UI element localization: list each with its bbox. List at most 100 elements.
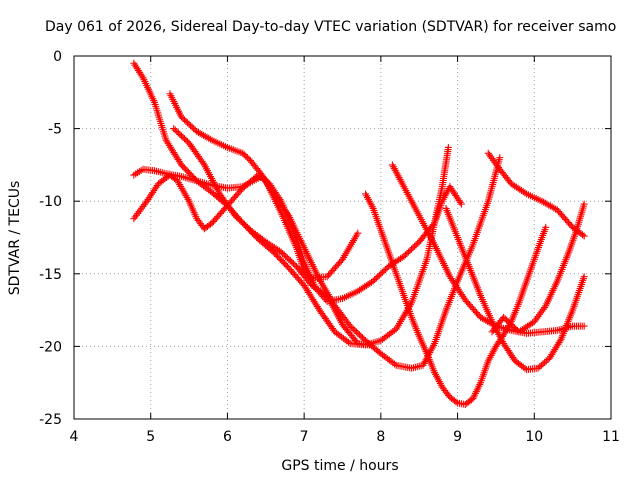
data-point (344, 338, 352, 346)
data-point (285, 255, 293, 263)
data-point (301, 283, 309, 291)
data-point (456, 198, 464, 206)
y-tick-label: 0 (53, 49, 62, 65)
data-point (534, 364, 542, 372)
data-point (406, 247, 414, 255)
series-track-10 (488, 200, 588, 336)
data-point (199, 159, 207, 167)
data-point (306, 273, 314, 281)
data-point (521, 189, 529, 197)
y-tick-label: -10 (39, 194, 62, 210)
data-point (163, 138, 171, 146)
data-point (289, 260, 297, 268)
data-point (535, 311, 543, 319)
data-point (409, 244, 417, 252)
data-marks (130, 59, 588, 408)
data-point (472, 388, 480, 396)
data-point (169, 147, 177, 155)
data-point (233, 213, 241, 221)
data-point (311, 299, 319, 307)
data-point (475, 382, 483, 390)
data-point (521, 364, 529, 372)
data-point (580, 322, 588, 330)
data-point (355, 331, 363, 339)
data-point (239, 219, 247, 227)
data-point (452, 398, 460, 406)
data-point (580, 273, 588, 281)
data-point (308, 294, 316, 302)
data-point (412, 241, 420, 249)
data-point (170, 149, 178, 157)
data-point (532, 316, 540, 324)
data-point (236, 216, 244, 224)
data-point (507, 321, 515, 329)
data-point (300, 281, 308, 289)
data-point (539, 305, 547, 313)
data-point (473, 386, 481, 394)
data-point (509, 322, 517, 330)
data-point (371, 276, 379, 284)
data-point (179, 133, 187, 141)
series-track-4 (166, 90, 504, 372)
data-point (400, 252, 408, 260)
data-point (184, 119, 192, 127)
y-tick-label: -20 (39, 339, 62, 355)
data-point (510, 324, 518, 332)
data-point (476, 380, 484, 388)
data-point (489, 156, 497, 164)
data-point (171, 126, 179, 134)
data-point (496, 154, 504, 162)
data-point (408, 245, 416, 253)
x-tick-label: 10 (525, 429, 543, 445)
data-point (234, 215, 242, 223)
data-point (166, 143, 174, 151)
data-point (536, 363, 544, 371)
data-point (534, 312, 542, 320)
data-point (305, 288, 313, 296)
x-tick-label: 4 (70, 429, 79, 445)
data-point (533, 314, 541, 322)
grid (74, 56, 611, 419)
data-point (182, 136, 190, 144)
data-point (185, 120, 193, 128)
x-tick-label: 5 (146, 429, 155, 445)
y-axis-label: SDTVAR / TECUs (7, 181, 23, 296)
data-point (348, 324, 356, 332)
series-track-7 (388, 161, 588, 337)
data-point (162, 136, 170, 144)
data-point (177, 132, 185, 140)
data-point (179, 114, 187, 122)
data-point (529, 319, 537, 327)
data-point (349, 325, 357, 333)
axis-ticks: 4 5 6 7 8 9 10 11 0 -5 -10 -15 -20 -25 (39, 49, 620, 445)
data-point (175, 157, 183, 165)
y-tick-label: -25 (39, 412, 62, 428)
data-point (542, 223, 550, 231)
data-point (188, 123, 196, 131)
data-point (538, 307, 546, 315)
data-point (180, 135, 188, 143)
data-point (474, 384, 482, 392)
data-point (381, 265, 389, 273)
data-point (243, 223, 251, 231)
data-point (307, 292, 315, 300)
series-track-8 (442, 204, 588, 374)
data-point (174, 156, 182, 164)
data-point (365, 341, 373, 349)
data-point (484, 149, 492, 157)
data-point (375, 271, 383, 279)
data-point (309, 296, 317, 304)
data-point (492, 160, 500, 168)
x-tick-label: 11 (602, 429, 620, 445)
data-point (173, 128, 181, 136)
data-point (237, 186, 245, 194)
data-point (358, 334, 366, 342)
data-point (493, 162, 501, 170)
data-point (280, 251, 288, 259)
data-point (537, 309, 545, 317)
data-point (164, 140, 172, 148)
chart-title: Day 061 of 2026, Sidereal Day-to-day VTE… (45, 19, 616, 35)
data-point (310, 297, 318, 305)
data-point (374, 273, 382, 281)
data-point (491, 158, 499, 166)
